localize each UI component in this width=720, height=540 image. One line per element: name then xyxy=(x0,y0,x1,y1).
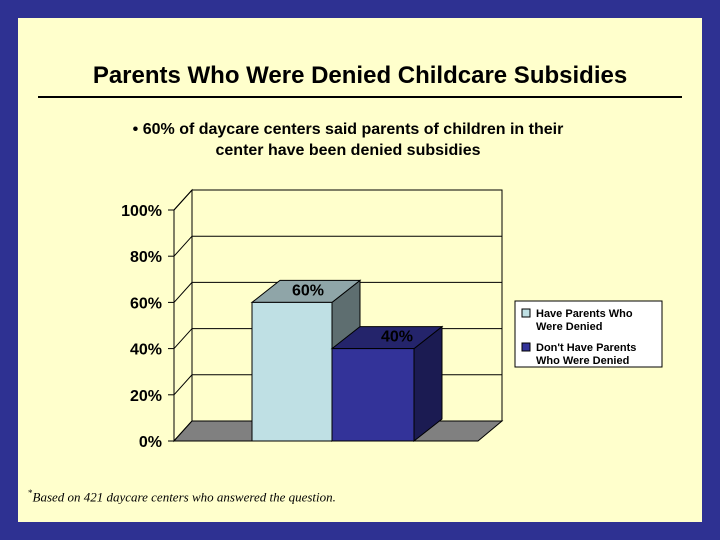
legend-swatch-2 xyxy=(521,342,531,352)
data-label-1: 60% xyxy=(292,282,324,299)
y-tick-label: 0% xyxy=(139,434,162,451)
bar-1 xyxy=(251,301,333,442)
gridline xyxy=(173,235,502,257)
y-tick-label: 60% xyxy=(130,295,162,312)
footnote-marker: * xyxy=(28,488,33,498)
slide: Parents Who Were Denied Childcare Subsid… xyxy=(18,18,702,522)
y-tick-label: 80% xyxy=(130,249,162,266)
legend-swatch-1 xyxy=(521,308,531,318)
gridline xyxy=(173,189,502,211)
footnote-text: Based on 421 daycare centers who answere… xyxy=(32,489,336,505)
subtitle-line-2: center have been denied subsidies xyxy=(215,142,481,159)
y-tick-label: 40% xyxy=(130,342,162,359)
bar-chart: 0% 20% 40% 60% 80% 100% 60% 40% Have Parents Who… xyxy=(121,188,663,451)
subtitle-line-1: • 60% of daycare centers said parents of… xyxy=(132,121,564,138)
legend-label-1: Have Parents Who xyxy=(536,308,633,320)
legend-label-2: Who Were Denied xyxy=(536,355,629,367)
gridline xyxy=(173,281,502,303)
legend-box xyxy=(514,300,663,368)
legend-label-1: Were Denied xyxy=(536,321,602,333)
footnote: *Based on 421 daycare centers who answer… xyxy=(28,488,336,505)
legend-label-2: Don't Have Parents xyxy=(536,342,636,354)
y-tick-label: 100% xyxy=(121,203,162,220)
title-divider xyxy=(38,96,682,98)
bar-2 xyxy=(331,348,415,442)
slide-subtitle: • 60% of daycare centers said parents of… xyxy=(58,119,638,161)
slide-title: Parents Who Were Denied Childcare Subsid… xyxy=(92,62,628,89)
data-label-2: 40% xyxy=(381,329,413,346)
chart-side-wall xyxy=(173,188,193,443)
y-tick-label: 20% xyxy=(130,388,162,405)
